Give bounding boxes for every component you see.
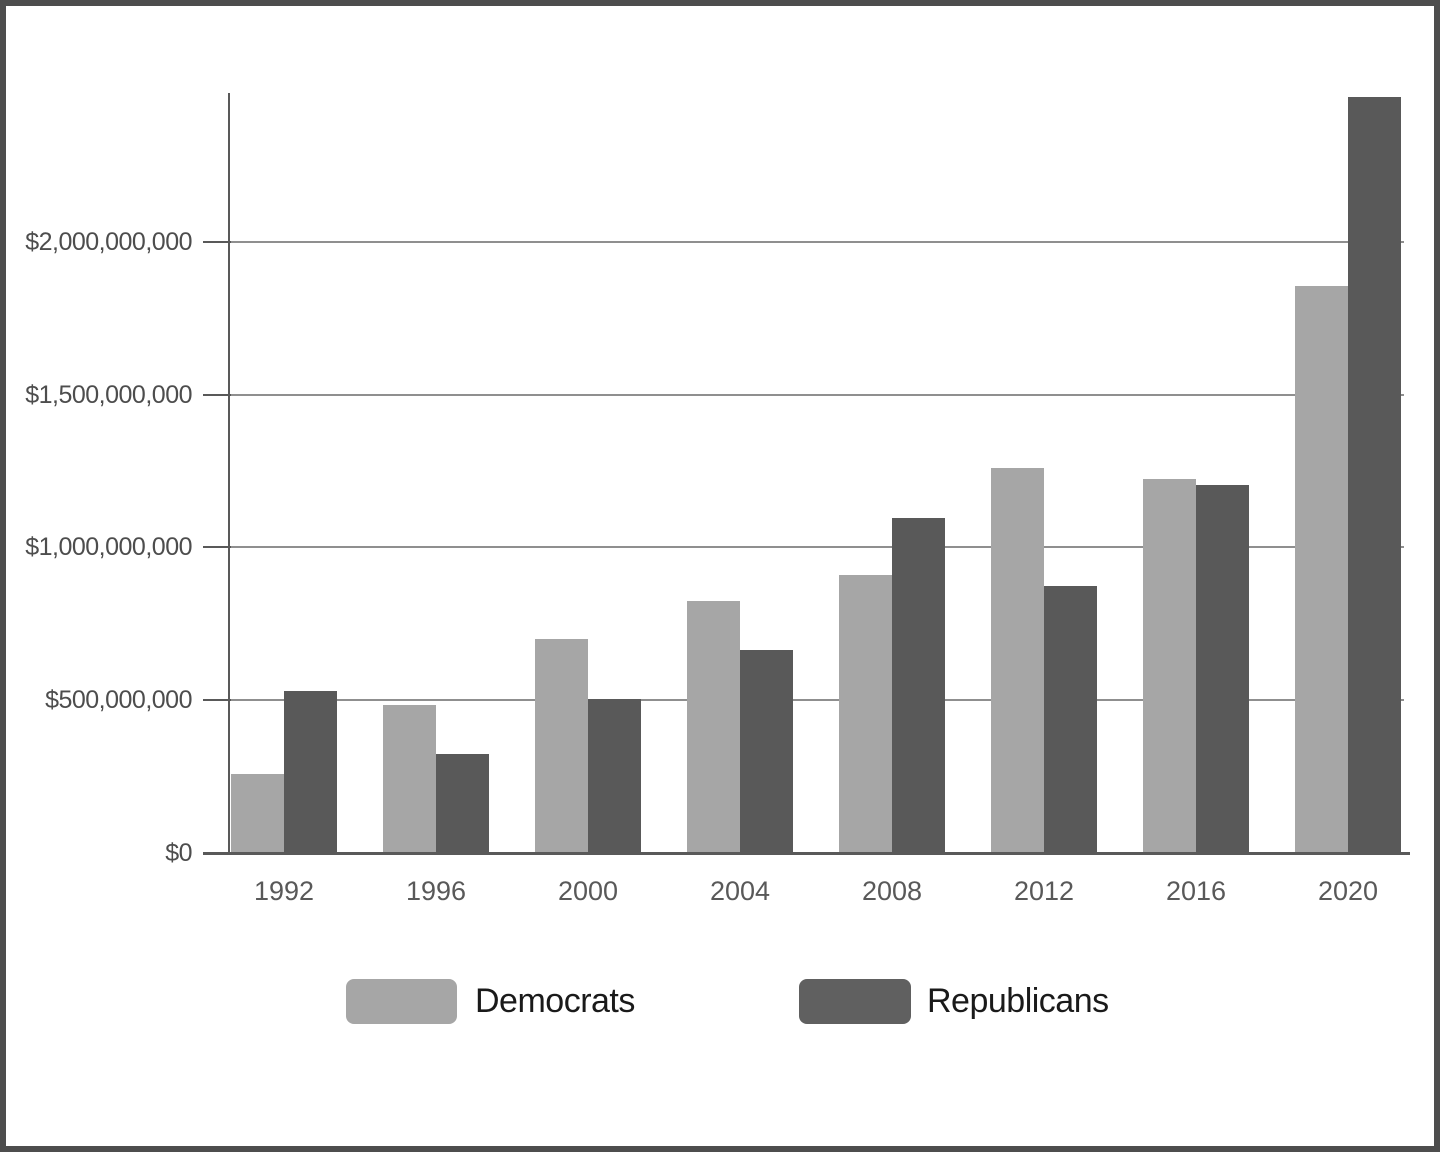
legend-label-democrats: Democrats — [475, 982, 635, 1020]
y-axis-line — [228, 93, 230, 853]
bar-republicans-2016 — [1196, 485, 1249, 853]
bar-democrats-2004 — [687, 601, 740, 853]
bar-republicans-1992 — [284, 691, 337, 853]
bar-democrats-2012 — [991, 468, 1044, 853]
x-axis-label-2020: 2020 — [1317, 876, 1379, 906]
x-axis-label-2016: 2016 — [1165, 876, 1227, 906]
y-gridline — [229, 393, 1404, 396]
x-axis-baseline — [203, 852, 1410, 855]
x-axis-label-1992: 1992 — [253, 876, 315, 906]
y-axis-tick-label: $1,500,000,000 — [25, 380, 192, 409]
x-axis-label-2012: 2012 — [1013, 876, 1075, 906]
y-axis-tick — [203, 699, 231, 702]
legend-swatch-republicans — [799, 979, 911, 1024]
bar-democrats-2008 — [839, 575, 892, 853]
y-axis-tick — [203, 240, 231, 243]
bar-democrats-1996 — [383, 705, 436, 853]
x-axis-label-2000: 2000 — [557, 876, 619, 906]
x-axis-label-2008: 2008 — [861, 876, 923, 906]
bar-republicans-2020 — [1348, 97, 1401, 853]
legend-label-republicans: Republicans — [927, 982, 1109, 1020]
y-axis-tick-label: $500,000,000 — [45, 686, 192, 715]
y-axis-tick — [203, 393, 231, 396]
bar-democrats-2000 — [535, 639, 588, 853]
bar-republicans-2008 — [892, 518, 945, 853]
y-axis-tick-label: $1,000,000,000 — [25, 533, 192, 562]
bar-republicans-1996 — [436, 754, 489, 853]
x-axis-label-2004: 2004 — [709, 876, 771, 906]
y-axis-tick-label: $0 — [165, 839, 192, 867]
y-axis-tick — [203, 546, 231, 549]
x-axis-label-1996: 1996 — [405, 876, 467, 906]
bar-republicans-2012 — [1044, 586, 1097, 853]
bar-democrats-2016 — [1143, 479, 1196, 853]
y-gridline — [229, 699, 1404, 702]
bar-republicans-2004 — [740, 650, 793, 853]
y-axis-tick-label: $2,000,000,000 — [25, 227, 192, 256]
bar-democrats-2020 — [1295, 286, 1348, 853]
y-gridline — [229, 546, 1404, 549]
y-gridline — [229, 240, 1404, 243]
bar-democrats-1992 — [231, 774, 284, 853]
legend-swatch-democrats — [346, 979, 457, 1024]
bar-republicans-2000 — [588, 699, 641, 853]
